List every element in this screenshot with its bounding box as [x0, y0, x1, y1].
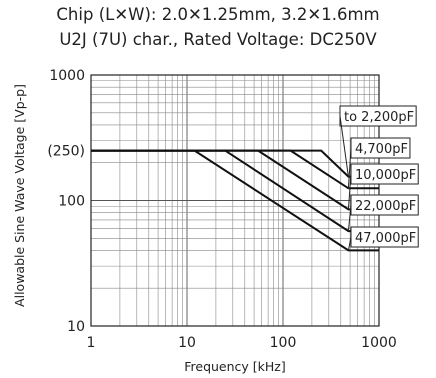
y-axis-ticks: 10 100 (250) 1000 [47, 68, 85, 335]
legend-label: 4,700pF [355, 142, 408, 157]
chart-title: Chip (L✕W): 2.0✕1.25mm, 3.2✕1.6mm [56, 5, 380, 24]
y-tick-label: 100 [58, 194, 85, 210]
y-tick-label: (250) [47, 144, 85, 160]
legend-leader-line [347, 173, 352, 210]
x-tick-label: 1000 [361, 335, 397, 351]
series-line [91, 149, 379, 252]
x-tick-label: 1 [87, 335, 96, 351]
y-axis-label: Allowable Sine Wave Voltage [Vp-p] [12, 84, 27, 307]
legend-leader-line [347, 236, 352, 251]
chart-subtitle: U2J (7U) char., Rated Voltage: DC250V [59, 30, 377, 49]
legend-label: 22,000pF [355, 199, 416, 214]
legend-label: 10,000pF [355, 168, 416, 183]
x-axis-label: Frequency [kHz] [184, 359, 286, 374]
legend-leader-line [347, 147, 352, 189]
legend-label: to 2,200pF [344, 110, 414, 125]
y-tick-label: 1000 [49, 68, 85, 84]
legend-leader-line [347, 204, 352, 232]
x-tick-label: 10 [178, 335, 196, 351]
x-axis-ticks: 1 10 100 1000 [87, 335, 397, 351]
legend-label: 47,000pF [355, 231, 416, 246]
legend-leader-line [339, 115, 349, 177]
y-tick-label: 10 [67, 319, 85, 335]
series-line [91, 149, 379, 178]
legend-callouts: to 2,200pF 4,700pF 10,000pF 22,000pF 47,000p… [339, 105, 419, 251]
x-tick-label: 100 [270, 335, 297, 351]
